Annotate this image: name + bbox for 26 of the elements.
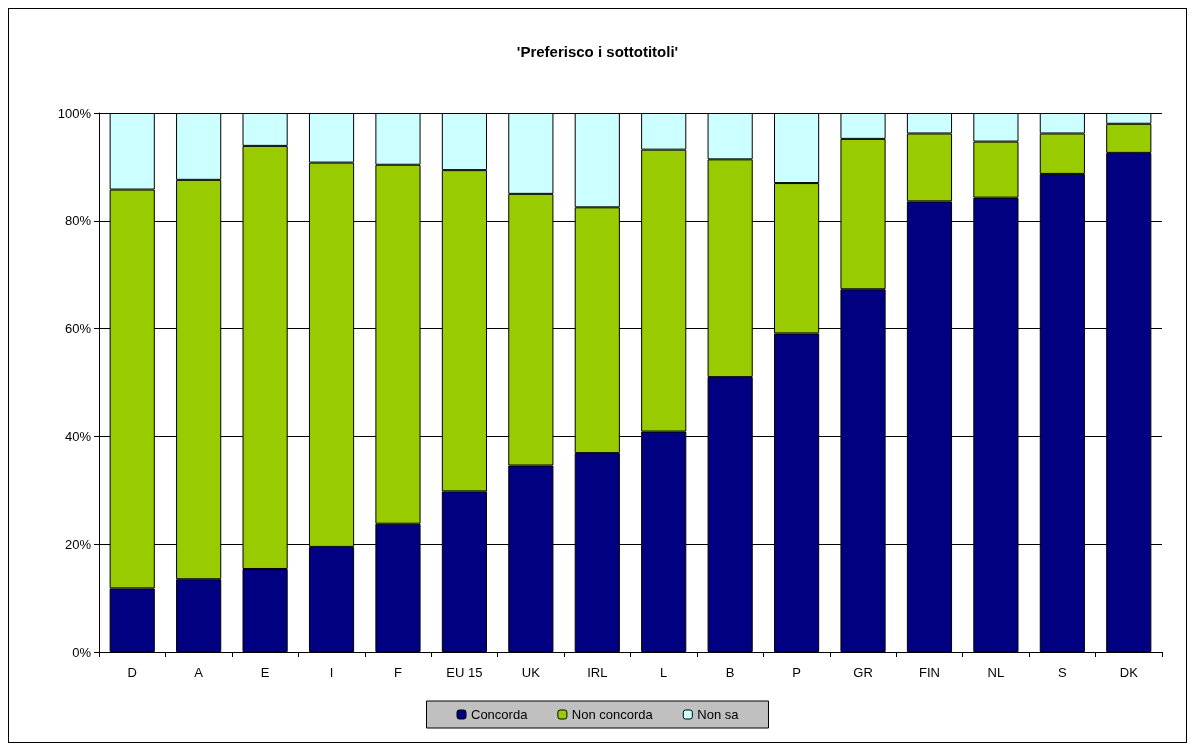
y-tick-label: 60% — [64, 321, 92, 337]
x-tick-label: D — [127, 665, 137, 680]
x-tick-label: IRL — [587, 665, 608, 680]
chart-title: 'Preferisco i sottotitoli' — [516, 43, 679, 60]
x-tick-label: A — [194, 665, 204, 680]
y-tick-label: 20% — [64, 536, 92, 552]
x-tick-label: I — [329, 665, 334, 680]
y-tick-label: 0% — [72, 644, 92, 660]
x-tick-label: EU 15 — [446, 665, 483, 680]
legend-label: Non sa — [697, 707, 740, 722]
x-tick-label: S — [1058, 665, 1068, 680]
y-tick-label: 100% — [57, 105, 92, 121]
x-tick-label: GR — [853, 665, 873, 680]
x-tick-label: L — [660, 665, 668, 680]
x-tick-label: E — [260, 665, 270, 680]
x-tick-label: NL — [987, 665, 1005, 680]
x-tick-label: DK — [1119, 665, 1139, 680]
legend-label: Non concorda — [571, 707, 654, 722]
legend-label: Concorda — [471, 707, 529, 722]
x-tick-label: P — [792, 665, 801, 680]
x-tick-label: F — [393, 665, 402, 680]
x-tick-label: B — [725, 665, 735, 680]
x-tick-label: UK — [521, 665, 541, 680]
y-tick-label: 80% — [64, 213, 92, 229]
y-tick-label: 40% — [64, 428, 92, 444]
x-tick-label: FIN — [918, 665, 940, 680]
